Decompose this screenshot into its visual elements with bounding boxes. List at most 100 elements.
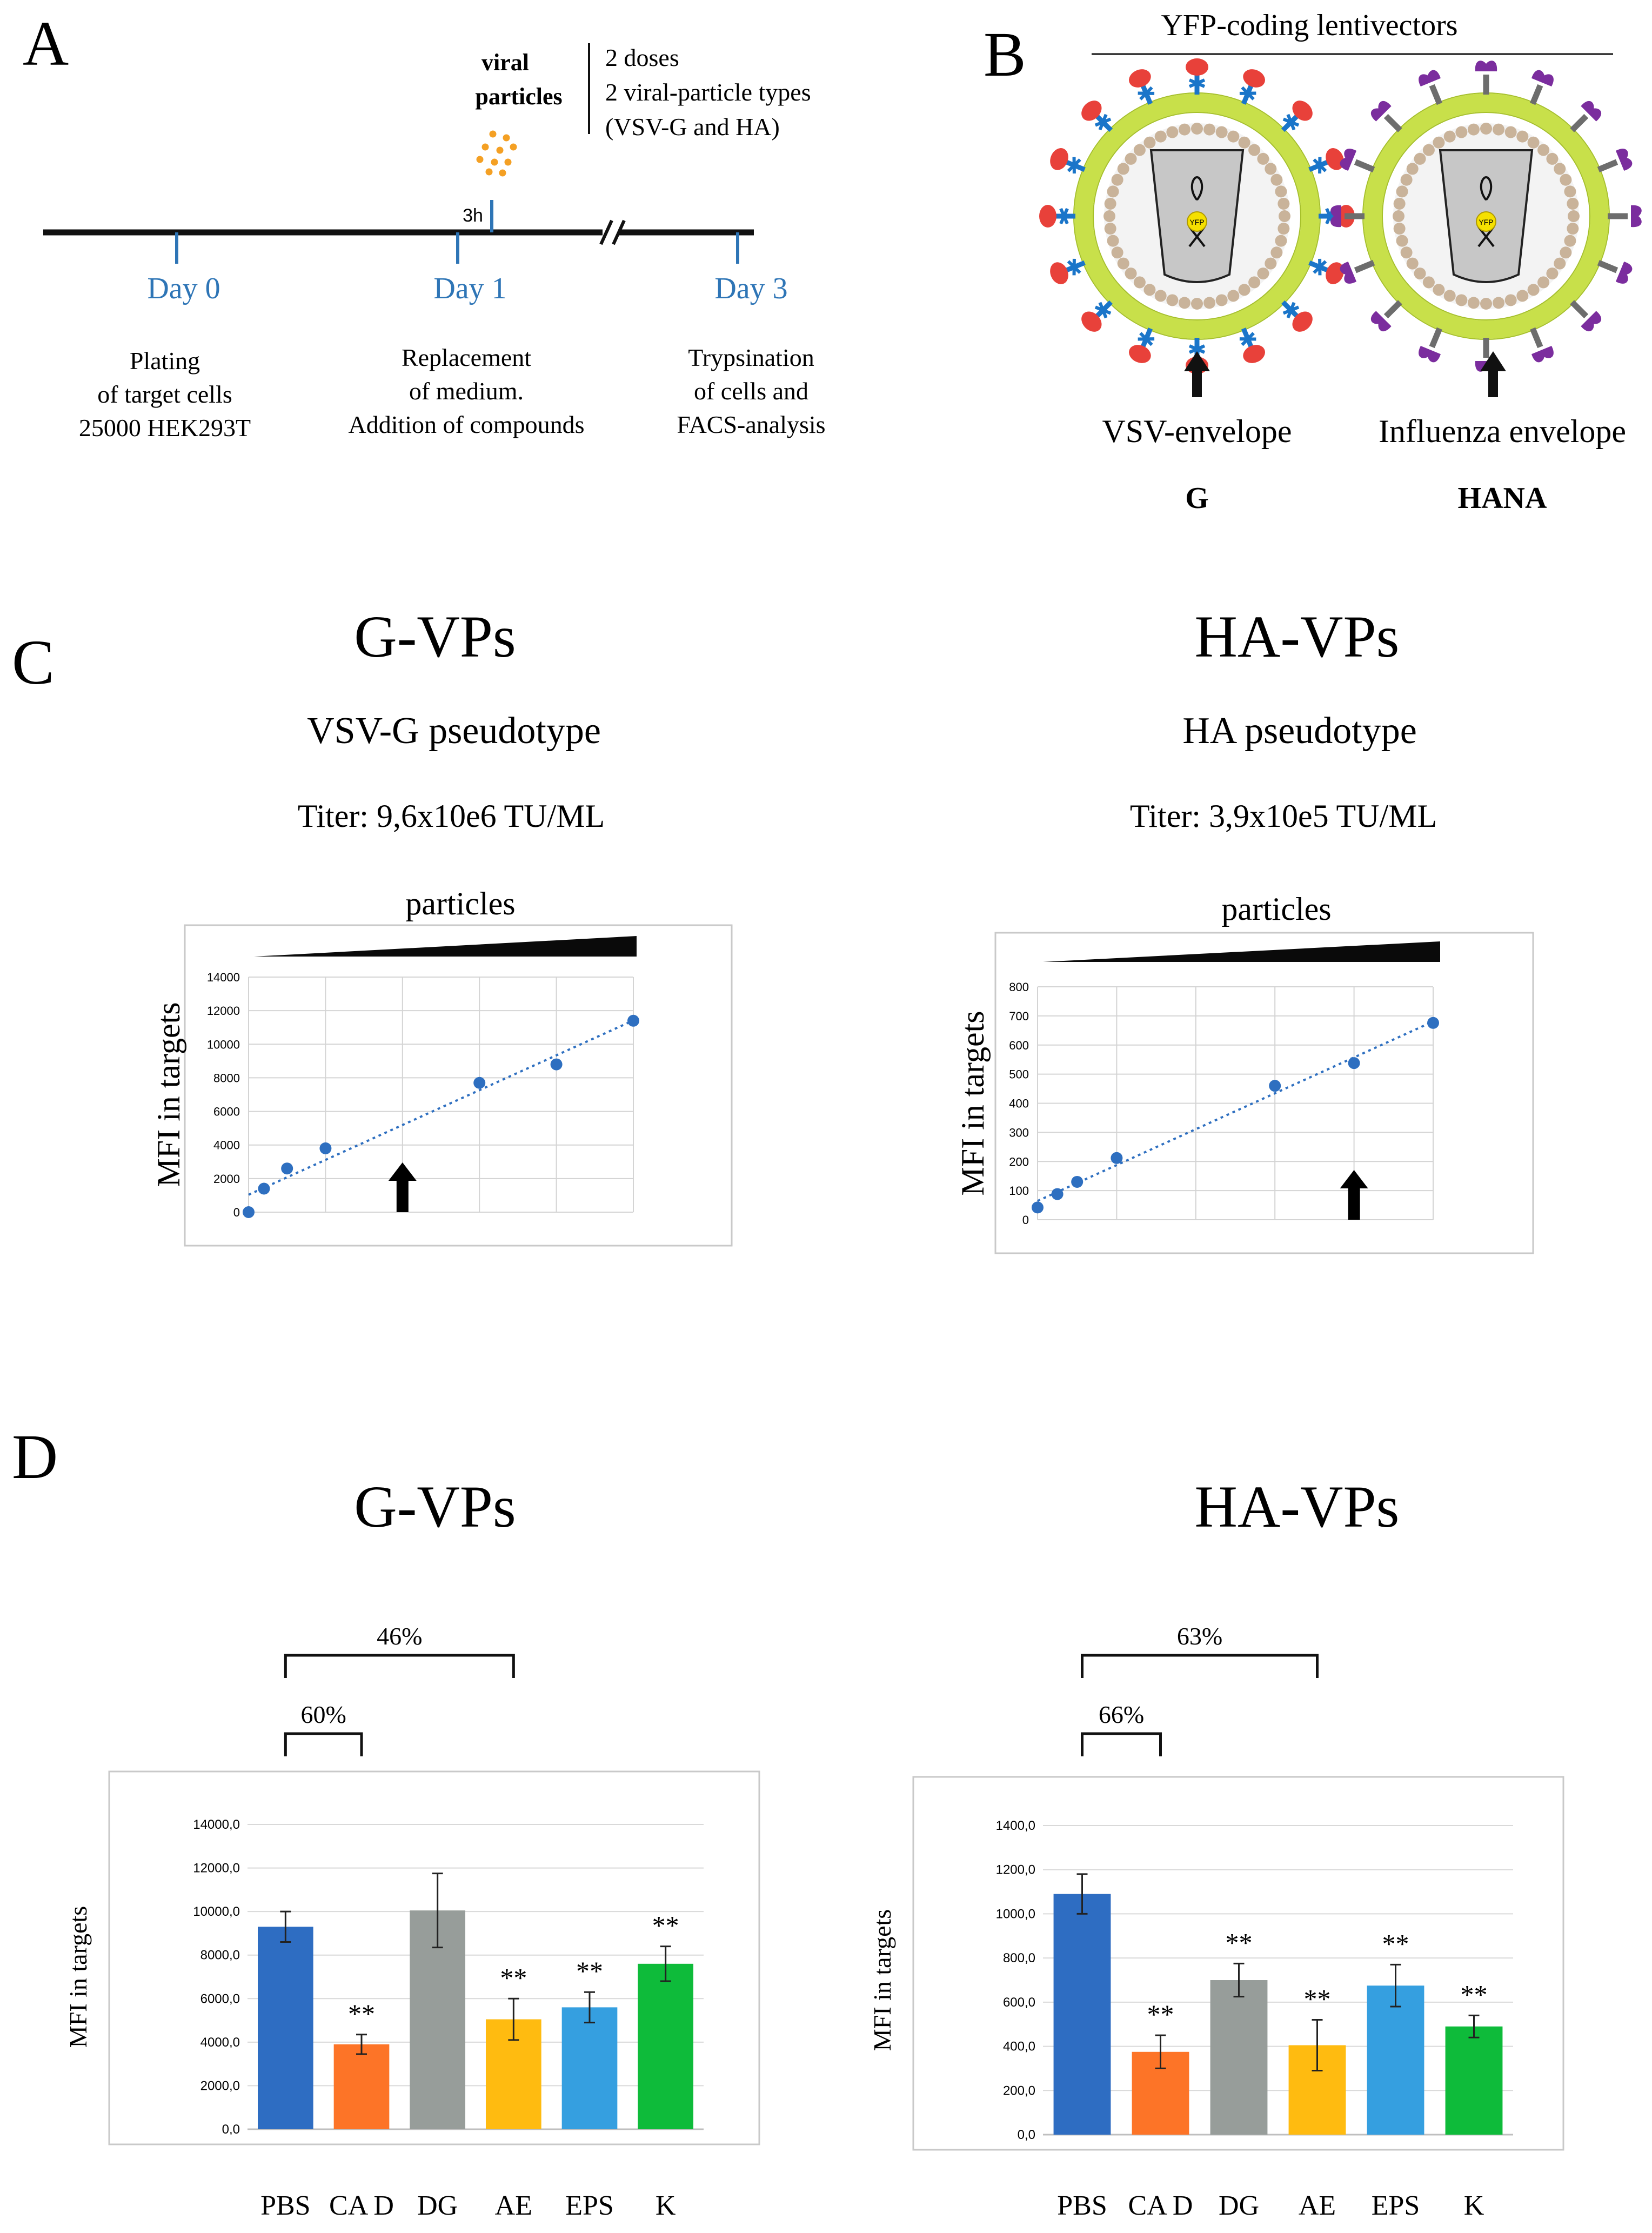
- category-label: EPS: [1372, 2190, 1420, 2221]
- particle-dot: [496, 146, 504, 154]
- day1-label: Day 1: [433, 272, 506, 305]
- y-tick-label: 1000,0: [996, 1907, 1035, 1921]
- glycoprotein-crossbar: [1138, 86, 1155, 101]
- matrix-protein: [1467, 123, 1480, 136]
- glycoprotein-crossbar: [1282, 302, 1300, 319]
- vsv-g-glycoprotein: [1239, 69, 1265, 105]
- matrix-protein: [1467, 297, 1480, 309]
- matrix-protein: [1568, 210, 1580, 222]
- matrix-protein: [1166, 126, 1179, 138]
- category-label: DG: [1219, 2190, 1259, 2221]
- glycoprotein-head: [1581, 101, 1602, 122]
- influenza-short-label: HANA: [1458, 482, 1547, 515]
- y-tick-label: 2000: [213, 1172, 240, 1186]
- glycoprotein-head: [1531, 70, 1554, 87]
- glycoprotein-head: [1039, 205, 1056, 228]
- bar: [257, 1927, 313, 2129]
- data-point: [1051, 1188, 1064, 1200]
- matrix-protein: [1455, 126, 1468, 138]
- particles-label-line1: viral: [481, 49, 529, 76]
- matrix-protein: [1443, 130, 1456, 143]
- matrix-protein: [1546, 152, 1559, 165]
- envelope-membrane: [1363, 93, 1609, 339]
- bar: [1445, 2026, 1503, 2135]
- y-tick-label: 1400,0: [996, 1819, 1035, 1833]
- data-point: [1427, 1017, 1439, 1029]
- matrix-protein: [1143, 136, 1156, 149]
- vsv-g-glycoprotein: [1239, 327, 1265, 363]
- chart-frame: [994, 932, 1534, 1254]
- ha-glycoprotein: [1530, 70, 1554, 105]
- glycoprotein-crossbar: [1313, 258, 1327, 276]
- glycoprotein-stem: [1530, 84, 1543, 105]
- matrix-protein: [1560, 246, 1572, 259]
- bar: [638, 1963, 694, 2129]
- yfp-gene-label: YFP: [1479, 218, 1493, 226]
- panel-d-ha-title: HA-VPs: [1195, 1474, 1400, 1540]
- glycoprotein-crossbar: [1094, 302, 1112, 319]
- glycoprotein-head: [1292, 311, 1313, 332]
- ha-glycoprotein: [1419, 327, 1442, 363]
- glycoprotein-crossbar: [1067, 157, 1081, 174]
- y-tick-label: 2000,0: [200, 2078, 240, 2093]
- matrix-protein: [1406, 163, 1419, 175]
- glycoprotein-stem: [1597, 260, 1618, 273]
- y-tick-label: 600: [1009, 1039, 1029, 1052]
- panel-a-timeline: viral particles 2 doses 2 viral-particle…: [43, 43, 826, 442]
- matrix-protein: [1104, 197, 1116, 210]
- day0-line3: 25000 HEK293T: [79, 414, 251, 442]
- glycoprotein-head: [1531, 345, 1554, 363]
- matrix-protein: [1393, 210, 1404, 222]
- matrix-protein: [1166, 294, 1179, 306]
- matrix-protein: [1414, 152, 1426, 165]
- dose-arrow-shaft: [1348, 1186, 1360, 1220]
- y-tick-label: 14000: [207, 971, 240, 984]
- matrix-protein: [1527, 284, 1540, 296]
- y-tick-label: 12000,0: [193, 1861, 240, 1876]
- ha-glycoprotein: [1475, 61, 1497, 95]
- panel-c-ha-wedge-label: particles: [1221, 891, 1331, 927]
- note-doses: 2 doses: [605, 44, 679, 71]
- data-point: [1111, 1152, 1123, 1164]
- dose-wedge: [1043, 941, 1440, 962]
- y-tick-label: 1200,0: [996, 1863, 1035, 1877]
- matrix-protein: [1248, 276, 1261, 289]
- panel-c-g-wedge-label: particles: [405, 886, 515, 921]
- ha-glycoprotein: [1597, 149, 1633, 172]
- particle-dot: [510, 143, 517, 151]
- glycoprotein-head: [1129, 345, 1151, 363]
- dose-arrow-head: [388, 1162, 417, 1181]
- matrix-protein: [1493, 297, 1505, 309]
- category-label: PBS: [260, 2190, 311, 2221]
- glycoprotein-stem: [1530, 327, 1543, 349]
- vsv-g-glycoprotein: [1039, 205, 1075, 228]
- trendline: [1037, 1020, 1434, 1202]
- glycoprotein-head: [1330, 205, 1341, 228]
- day1-line2: of medium.: [409, 377, 524, 405]
- bracket-outer: [284, 1654, 515, 1678]
- glycoprotein-head: [1081, 101, 1102, 121]
- glycoprotein-stem: [1354, 260, 1375, 273]
- category-label: K: [656, 2190, 676, 2221]
- y-axis-label: MFI in targets: [64, 1906, 92, 2048]
- envelope-arrow-shaft: [1488, 367, 1498, 397]
- glycoprotein-head: [1129, 69, 1151, 88]
- panel-c-g-title: G-VPs: [354, 604, 516, 670]
- bracket-outer-label: 63%: [1177, 1622, 1222, 1650]
- vsv-g-glycoprotein: [1281, 101, 1313, 132]
- glycoprotein-stem: [1597, 159, 1618, 172]
- day0-label: Day 0: [147, 272, 220, 305]
- chart-c-g-vps: 0 2000 4000 6000 8000 10000 12000 14000 MFI in t…: [151, 924, 733, 1247]
- particle-dot: [499, 169, 506, 177]
- panel-label-d: D: [12, 1421, 58, 1492]
- matrix-protein: [1203, 123, 1216, 136]
- glycoprotein-crossbar: [1059, 208, 1069, 225]
- significance-marker: **: [348, 1998, 375, 2029]
- matrix-protein: [1516, 130, 1529, 143]
- chart-frame: [184, 924, 733, 1247]
- matrix-protein: [1504, 294, 1517, 306]
- matrix-protein: [1422, 276, 1435, 289]
- matrix-protein: [1154, 290, 1167, 302]
- y-tick-label: 10000: [207, 1038, 240, 1051]
